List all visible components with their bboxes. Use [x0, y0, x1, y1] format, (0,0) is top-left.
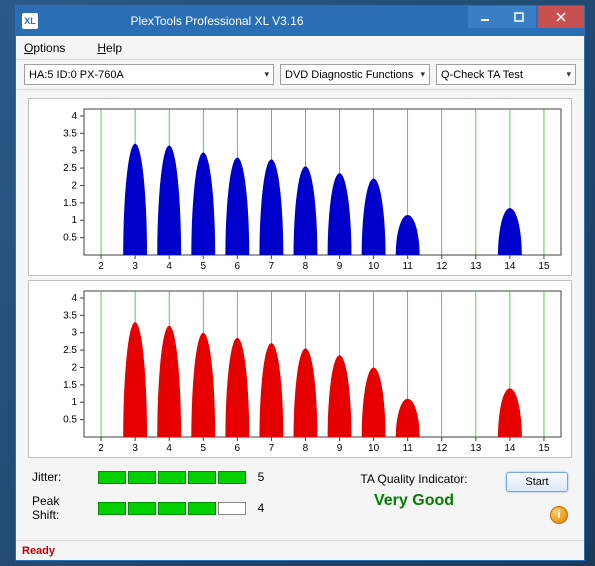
svg-text:9: 9	[337, 261, 343, 272]
svg-text:3: 3	[132, 261, 138, 272]
metrics-block: Jitter: 5 Peak Shift: 4	[32, 470, 322, 522]
close-button[interactable]	[538, 6, 584, 28]
led-segment	[158, 502, 186, 515]
results-row: Jitter: 5 Peak Shift: 4 TA Quality Indic…	[28, 462, 572, 524]
svg-text:4: 4	[71, 111, 77, 122]
svg-text:3.5: 3.5	[63, 310, 77, 321]
function-dropdown[interactable]: DVD Diagnostic Functions	[280, 64, 430, 85]
svg-text:3.5: 3.5	[63, 128, 77, 139]
svg-text:11: 11	[402, 261, 413, 272]
svg-text:10: 10	[368, 261, 380, 272]
svg-text:6: 6	[235, 443, 241, 454]
peakshift-ledbar	[98, 502, 246, 515]
svg-text:4: 4	[166, 443, 172, 454]
svg-text:2: 2	[98, 261, 104, 272]
ta-label: TA Quality Indicator:	[322, 472, 506, 486]
start-button[interactable]: Start	[506, 472, 568, 492]
app-icon: XL	[22, 13, 38, 29]
svg-text:12: 12	[436, 261, 448, 272]
ta-value: Very Good	[322, 492, 506, 510]
svg-text:0.5: 0.5	[63, 415, 77, 426]
led-segment	[188, 502, 216, 515]
peakshift-label: Peak Shift:	[32, 494, 90, 522]
window-controls	[468, 6, 584, 36]
svg-text:5: 5	[200, 443, 206, 454]
svg-text:9: 9	[337, 443, 343, 454]
svg-text:4: 4	[71, 293, 77, 304]
jitter-label: Jitter:	[32, 470, 90, 484]
svg-text:1.5: 1.5	[63, 380, 77, 391]
action-column: Start i	[506, 470, 568, 524]
svg-text:8: 8	[303, 443, 309, 454]
led-segment	[218, 502, 246, 515]
svg-text:2: 2	[71, 362, 77, 373]
jitter-row: Jitter: 5	[32, 470, 322, 484]
app-window: XL PlexTools Professional XL V3.16 Optio…	[15, 5, 585, 561]
svg-text:3: 3	[71, 146, 77, 157]
peakshift-row: Peak Shift: 4	[32, 494, 322, 522]
svg-text:5: 5	[200, 261, 206, 272]
info-icon[interactable]: i	[550, 506, 568, 524]
svg-text:15: 15	[538, 443, 550, 454]
svg-text:8: 8	[303, 261, 309, 272]
svg-text:7: 7	[269, 443, 275, 454]
svg-text:14: 14	[504, 443, 516, 454]
led-segment	[158, 471, 186, 484]
svg-text:2: 2	[98, 443, 104, 454]
svg-text:2: 2	[71, 180, 77, 191]
jitter-value: 5	[254, 470, 268, 484]
led-segment	[98, 502, 126, 515]
toolbar: HA:5 ID:0 PX-760A DVD Diagnostic Functio…	[16, 60, 584, 90]
svg-text:3: 3	[71, 328, 77, 339]
minimize-button[interactable]	[468, 6, 502, 28]
led-segment	[188, 471, 216, 484]
led-segment	[218, 471, 246, 484]
device-dropdown[interactable]: HA:5 ID:0 PX-760A	[24, 64, 274, 85]
led-segment	[128, 471, 156, 484]
svg-text:0.5: 0.5	[63, 233, 77, 244]
svg-text:2.5: 2.5	[63, 345, 77, 356]
svg-text:14: 14	[504, 261, 516, 272]
ta-indicator: TA Quality Indicator: Very Good	[322, 470, 506, 510]
svg-text:7: 7	[269, 261, 275, 272]
test-dropdown[interactable]: Q-Check TA Test	[436, 64, 576, 85]
top-chart: 2 3 4 5 6 7 8 9 10 11 12 13 14 15 0.5 1 1.5 2 2.5 3 3.5 4	[28, 98, 572, 276]
svg-text:6: 6	[235, 261, 241, 272]
menubar: Options Help	[16, 36, 584, 60]
led-segment	[98, 471, 126, 484]
svg-text:1.5: 1.5	[63, 198, 77, 209]
led-segment	[128, 502, 156, 515]
peakshift-value: 4	[254, 501, 268, 515]
menu-help[interactable]: Help	[97, 41, 138, 55]
svg-text:10: 10	[368, 443, 380, 454]
window-title: PlexTools Professional XL V3.16	[46, 14, 468, 28]
svg-text:1: 1	[71, 397, 77, 408]
jitter-ledbar	[98, 471, 246, 484]
main-area: 234567891011121314150.511.522.533.54 234…	[16, 90, 584, 540]
status-text: Ready	[22, 545, 55, 557]
svg-text:3: 3	[132, 443, 138, 454]
svg-text:15: 15	[538, 261, 550, 272]
bottom-chart: 2 3 4 5 6 7 8 9 10 11 12 13 14 15 0.5 1 1.5 2 2.5 3 3.5 4	[28, 280, 572, 458]
svg-text:1: 1	[71, 215, 77, 226]
titlebar: XL PlexTools Professional XL V3.16	[16, 6, 584, 36]
svg-text:11: 11	[402, 443, 413, 454]
svg-text:4: 4	[166, 261, 172, 272]
svg-text:13: 13	[470, 261, 482, 272]
menu-options[interactable]: Options	[24, 41, 81, 55]
maximize-button[interactable]	[502, 6, 536, 28]
svg-text:2.5: 2.5	[63, 163, 77, 174]
svg-text:12: 12	[436, 443, 448, 454]
svg-text:13: 13	[470, 443, 482, 454]
statusbar: Ready	[16, 540, 584, 560]
